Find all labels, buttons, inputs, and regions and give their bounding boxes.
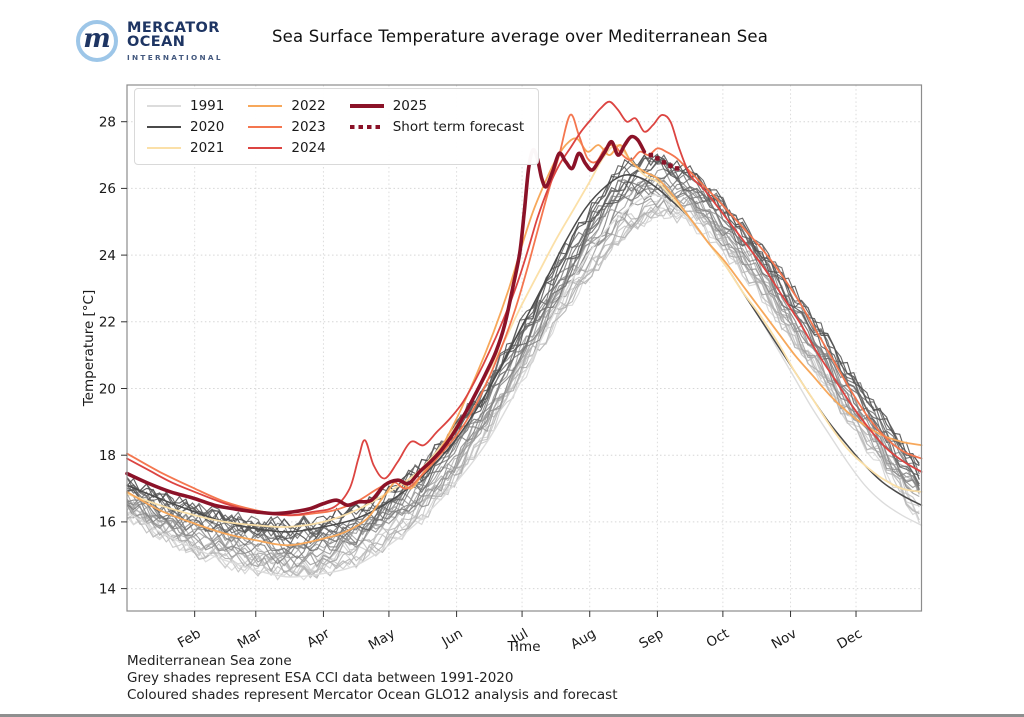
- legend-swatch-icon: [349, 124, 384, 129]
- footer-notes: Mediterranean Sea zone Grey shades repre…: [127, 653, 618, 704]
- tick-label: 28: [99, 115, 116, 131]
- legend-swatch-icon: [248, 104, 283, 107]
- legend-item-2020: 2020: [147, 118, 225, 135]
- y-axis-title: Temperature [°C]: [81, 290, 97, 408]
- tick-label: 14: [99, 581, 116, 597]
- footer-note-zone: Mediterranean Sea zone: [127, 653, 292, 669]
- tick-label: May: [366, 626, 398, 654]
- tick-label: Feb: [175, 626, 204, 652]
- tick-label: Mar: [235, 625, 265, 652]
- grey-ensemble-line: [126, 206, 920, 575]
- legend-label: 2021: [190, 139, 225, 156]
- legend-column: 2022 2023 2024: [248, 97, 326, 156]
- legend-label: 2025: [392, 97, 428, 114]
- tick-label: 22: [99, 315, 116, 331]
- mercator-ocean-logo: m MERCATOR OCEAN INTERNATIONAL: [76, 20, 223, 62]
- tick-label: 18: [99, 448, 116, 464]
- tick-label: Aug: [568, 626, 599, 653]
- brand-name: MERCATOR OCEAN INTERNATIONAL: [127, 21, 223, 61]
- legend-swatch-icon: [147, 146, 181, 149]
- plot-frame: [126, 84, 923, 612]
- tick-label: 26: [99, 181, 116, 197]
- footer-note-grey: Grey shades represent ESA CCI data betwe…: [127, 670, 514, 686]
- tick-label: 20: [99, 381, 116, 397]
- tick-label: Nov: [769, 626, 800, 653]
- tick-label: Dec: [834, 626, 865, 653]
- grey-ensemble-line: [126, 197, 920, 573]
- tick-label: Jul: [508, 626, 531, 649]
- grey-ensemble-line: [126, 206, 920, 577]
- legend-swatch-icon: [349, 103, 384, 108]
- grey-ensemble-line: [126, 180, 920, 568]
- series-line-2025: [125, 134, 647, 516]
- legend-label: 2023: [291, 118, 326, 135]
- legend-swatch-icon: [248, 146, 283, 149]
- legend-item-2022: 2022: [248, 97, 326, 114]
- footer-note-coloured: Coloured shades represent Mercator Ocean…: [127, 687, 618, 703]
- legend-item-2024: 2024: [248, 139, 326, 156]
- forecast-dot: [661, 160, 667, 165]
- forecast-dot: [674, 166, 680, 171]
- chart-title: Sea Surface Temperature average over Med…: [271, 27, 769, 46]
- legend-item-2021: 2021: [147, 139, 225, 156]
- legend-column: 2025 Short term forecast: [349, 97, 525, 155]
- series-line-2022: [126, 137, 923, 547]
- legend-item-1991: 1991: [147, 97, 225, 114]
- series-line-1991: [126, 194, 923, 578]
- legend-label: 2020: [190, 118, 225, 135]
- grey-ensemble-line: [126, 160, 920, 545]
- legend-column: 1991 2020 2021: [147, 97, 225, 156]
- brand-line-mercator: MERCATOR: [127, 19, 220, 36]
- tick-label: Oct: [704, 626, 732, 652]
- legend-label: 2024: [291, 139, 326, 156]
- logo-monogram-letter: m: [83, 24, 111, 54]
- legend-item-2025: 2025: [349, 97, 524, 114]
- logo-monogram-icon: m: [76, 20, 118, 62]
- bottom-edge-divider: [0, 714, 1024, 717]
- legend-swatch-icon: [147, 104, 181, 107]
- tick-label: Jun: [438, 626, 465, 651]
- x-axis-title: Time: [506, 639, 540, 655]
- legend-swatch-icon: [248, 125, 283, 128]
- forecast-dot: [648, 152, 654, 158]
- tick-label: Apr: [304, 625, 333, 651]
- grey-ensemble-line: [126, 176, 920, 568]
- legend-swatch-icon: [147, 125, 181, 128]
- grey-ensemble-line: [126, 173, 920, 560]
- brand-line-international: INTERNATIONAL: [127, 52, 223, 62]
- legend: 1991 2020 2021 2022 2023 2024 2025 Short term f…: [134, 88, 540, 165]
- legend-item-2023: 2023: [248, 118, 326, 135]
- tick-label: 24: [99, 248, 116, 264]
- grey-ensemble-line: [126, 190, 920, 574]
- legend-item-short-term-forecast: Short term forecast: [349, 118, 525, 135]
- legend-label: 2022: [291, 97, 326, 114]
- legend-label: 1991: [190, 97, 225, 114]
- series-line-2021: [126, 144, 923, 528]
- grey-ensemble-line: [126, 183, 920, 555]
- tick-label: 16: [99, 515, 116, 531]
- tick-label: Sep: [636, 626, 666, 653]
- brand-line-ocean: OCEAN: [127, 34, 186, 51]
- series-line-2023: [126, 113, 923, 517]
- forecast-dot: [655, 156, 660, 161]
- forecast-dot: [668, 163, 673, 169]
- legend-label: Short term forecast: [392, 118, 525, 135]
